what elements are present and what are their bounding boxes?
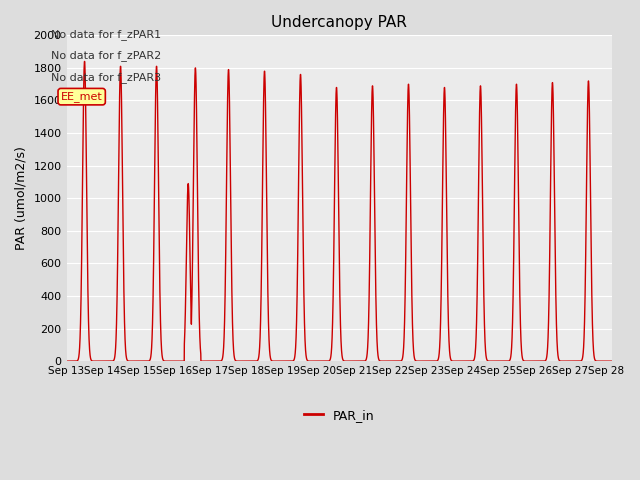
Text: No data for f_zPAR2: No data for f_zPAR2 <box>51 50 161 61</box>
Legend: PAR_in: PAR_in <box>299 404 380 427</box>
Title: Undercanopy PAR: Undercanopy PAR <box>271 15 407 30</box>
Text: No data for f_zPAR3: No data for f_zPAR3 <box>51 72 161 83</box>
Text: EE_met: EE_met <box>61 91 102 102</box>
Text: No data for f_zPAR1: No data for f_zPAR1 <box>51 29 161 40</box>
Y-axis label: PAR (umol/m2/s): PAR (umol/m2/s) <box>15 146 28 250</box>
